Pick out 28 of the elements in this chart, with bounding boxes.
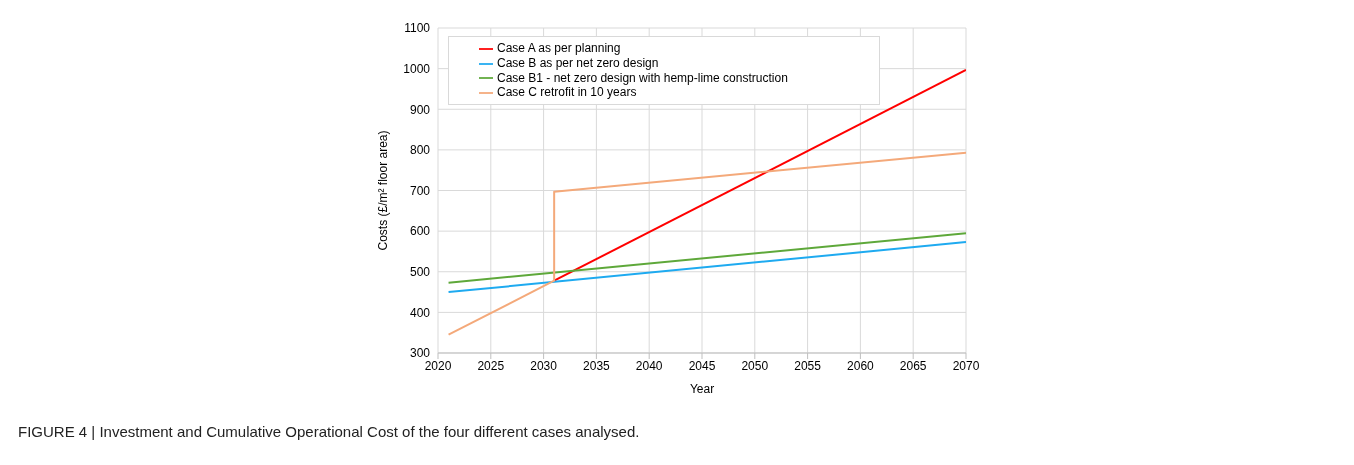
legend-label: Case B1 - net zero design with hemp-lime construction: [497, 70, 788, 85]
y-tick-label: 900: [409, 102, 431, 117]
y-tick-label: 1000: [403, 61, 431, 76]
x-tick-label: 2055: [794, 358, 822, 373]
x-tick-label: 2045: [688, 358, 716, 373]
x-tick-label: 2030: [530, 358, 558, 373]
x-tick-label: 2035: [583, 358, 611, 373]
legend-label: Case A as per planning: [497, 41, 621, 55]
x-tick-label: 2020: [424, 358, 452, 373]
legend-label: Case B as per net zero design: [497, 55, 659, 70]
x-tick-label: 2070: [952, 358, 980, 373]
x-axis-title: Year: [689, 382, 715, 396]
x-tick-label: 2050: [741, 358, 769, 373]
x-tick-label: 2040: [635, 358, 663, 373]
y-tick-label: 300: [409, 346, 431, 361]
y-tick-label: 500: [409, 265, 431, 280]
y-tick-label: 400: [409, 305, 431, 320]
y-tick-label: 700: [409, 183, 431, 198]
y-axis-title: Costs (£/m² floor area): [376, 130, 391, 251]
y-tick-label: 800: [409, 143, 431, 158]
line-series: [447, 151, 966, 336]
y-tick-label: 1100: [404, 21, 431, 36]
y-tick-label: 600: [409, 224, 431, 239]
x-tick-label: 2060: [847, 358, 875, 373]
legend-label: Case C retrofit in 10 years: [497, 85, 637, 100]
x-tick-label: 2065: [899, 358, 927, 373]
caption: FIGURE 4 | Investment and Cumulative Operational Cost of the four different cases analysed.: [18, 423, 641, 440]
x-tick-label: 2025: [477, 358, 505, 373]
